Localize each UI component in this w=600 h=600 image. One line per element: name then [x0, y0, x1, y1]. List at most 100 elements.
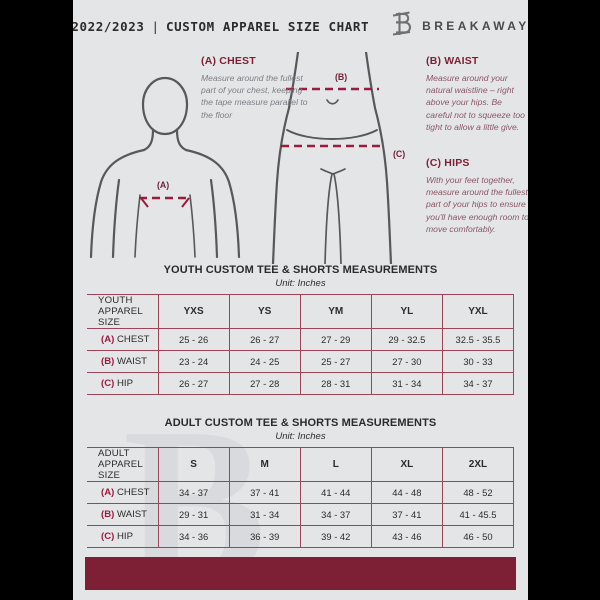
row-mark-c: (C) [101, 531, 115, 542]
row-mark-a: (A) [101, 487, 115, 498]
youth-waist-yxl: 30 - 33 [441, 350, 515, 373]
youth-row-label-hip: (C) HIP [87, 372, 159, 395]
youth-table-unit: Unit: Inches [275, 278, 326, 289]
adult-chest-m: 37 - 41 [228, 481, 301, 504]
youth-waist-yxs: 23 - 24 [157, 350, 230, 373]
adult-chest-s: 34 - 37 [157, 481, 230, 504]
row-name-chest: CHEST [114, 334, 150, 345]
youth-waist-yl: 27 - 30 [370, 350, 443, 373]
adult-header-row: ADULT APPAREL SIZE S M L XL 2XL [87, 447, 515, 482]
table-spacer [73, 395, 528, 417]
page-title: CUSTOM APPAREL SIZE CHART [166, 18, 370, 34]
hips-heading: (C) HIPS [426, 157, 470, 169]
adult-chest-2xl: 48 - 52 [441, 481, 515, 504]
youth-hip-yl: 31 - 34 [370, 372, 443, 395]
page-header: 2022/2023 | CUSTOM APPAREL SIZE CHART [73, 0, 528, 52]
row-mark-a: (A) [101, 334, 115, 345]
table-row: (B) WAIST 29 - 31 31 - 34 34 - 37 37 - 4… [87, 503, 515, 526]
youth-size-header-yxl: YXL [441, 294, 515, 329]
adult-hip-2xl: 46 - 50 [441, 525, 515, 548]
youth-chest-yxs: 25 - 26 [157, 328, 230, 351]
row-name-hip: HIP [114, 378, 133, 389]
row-name-waist: WAIST [114, 356, 148, 367]
hips-marker-label: (C) [393, 149, 406, 159]
youth-chest-ym: 27 - 29 [299, 328, 372, 351]
table-row: (C) HIP 34 - 36 36 - 39 39 - 42 43 - 46 … [87, 525, 515, 548]
hips-description: With your feet together, measure around … [426, 175, 528, 234]
waist-description-block: (B) WAIST Measure around your natural wa… [426, 55, 528, 133]
youth-header-row: YOUTH APPAREL SIZE YXS YS YM YL YXL [87, 294, 515, 329]
adult-hip-s: 34 - 36 [157, 525, 230, 548]
adult-waist-m: 31 - 34 [228, 503, 301, 526]
size-chart-page: B 2022/2023 | CUSTOM APPAREL SIZE CHART [73, 0, 528, 600]
youth-measurements-block: YOUTH CUSTOM TEE & SHORTS MEASUREMENTS U… [87, 264, 515, 395]
chest-marker-label: (A) [157, 180, 170, 190]
youth-size-header-ys: YS [228, 294, 301, 329]
youth-size-label: YOUTH APPAREL SIZE [87, 294, 159, 329]
row-name-chest: CHEST [114, 487, 150, 498]
waist-description: Measure around your natural waistline – … [426, 73, 525, 132]
adult-size-header-xl: XL [370, 447, 443, 482]
youth-chest-ys: 26 - 27 [228, 328, 301, 351]
youth-size-header-yl: YL [370, 294, 443, 329]
table-row: (B) WAIST 23 - 24 24 - 25 25 - 27 27 - 3… [87, 350, 515, 373]
chest-measure-line [139, 196, 191, 208]
adult-size-header-l: L [299, 447, 372, 482]
row-mark-b: (B) [101, 509, 115, 520]
youth-size-header-ym: YM [299, 294, 372, 329]
youth-chest-yl: 29 - 32.5 [370, 328, 443, 351]
youth-size-header-yxs: YXS [157, 294, 230, 329]
adult-row-label-waist: (B) WAIST [87, 503, 159, 526]
header-separator: | [151, 18, 159, 34]
table-row: (C) HIP 26 - 27 27 - 28 28 - 31 31 - 34 … [87, 372, 515, 395]
adult-size-header-m: M [228, 447, 301, 482]
adult-chest-l: 41 - 44 [299, 481, 372, 504]
waist-heading: (B) WAIST [426, 55, 479, 67]
adult-row-label-hip: (C) HIP [87, 525, 159, 548]
brand-name: BREAKAWAY [422, 19, 528, 33]
adult-size-header-s: S [157, 447, 230, 482]
youth-size-table: YOUTH APPAREL SIZE YXS YS YM YL YXL (A) … [87, 294, 515, 395]
youth-waist-ys: 24 - 25 [228, 350, 301, 373]
youth-row-label-chest: (A) CHEST [87, 328, 159, 351]
brand-lockup: BREAKAWAY [391, 10, 528, 42]
chest-description-block: (A) CHEST Measure around the fullest par… [201, 55, 309, 121]
youth-hip-yxs: 26 - 27 [157, 372, 230, 395]
chest-heading: (A) CHEST [201, 55, 256, 67]
youth-chest-yxl: 32.5 - 35.5 [441, 328, 515, 351]
adult-waist-xl: 37 - 41 [370, 503, 443, 526]
adult-waist-2xl: 41 - 45.5 [441, 503, 515, 526]
adult-measurements-block: ADULT CUSTOM TEE & SHORTS MEASUREMENTS U… [87, 417, 515, 548]
adult-hip-xl: 43 - 46 [370, 525, 443, 548]
youth-table-caption: YOUTH CUSTOM TEE & SHORTS MEASUREMENTS [163, 264, 438, 276]
breakaway-b-monogram-icon [391, 10, 413, 42]
adult-size-header-2xl: 2XL [441, 447, 515, 482]
youth-waist-ym: 25 - 27 [299, 350, 372, 373]
row-name-hip: HIP [114, 531, 133, 542]
footer-bar [85, 557, 516, 590]
row-name-waist: WAIST [114, 509, 148, 520]
adult-waist-s: 29 - 31 [157, 503, 230, 526]
youth-row-label-waist: (B) WAIST [87, 350, 159, 373]
body-figures-illustration [89, 52, 393, 264]
adult-hip-m: 36 - 39 [228, 525, 301, 548]
adult-table-caption: ADULT CUSTOM TEE & SHORTS MEASUREMENTS [164, 417, 437, 429]
chest-description: Measure around the fullest part of your … [201, 73, 308, 120]
season-label: 2022/2023 [73, 18, 145, 34]
adult-table-unit: Unit: Inches [275, 431, 326, 442]
youth-hip-yxl: 34 - 37 [441, 372, 515, 395]
row-mark-c: (C) [101, 378, 115, 389]
measurement-diagram: (A) (B) (C) (A) CHEST Measure around the… [83, 52, 528, 264]
waist-marker-label: (B) [335, 72, 348, 82]
table-row: (A) CHEST 25 - 26 26 - 27 27 - 29 29 - 3… [87, 328, 515, 351]
youth-hip-ys: 27 - 28 [228, 372, 301, 395]
table-row: (A) CHEST 34 - 37 37 - 41 41 - 44 44 - 4… [87, 481, 515, 504]
adult-size-label: ADULT APPAREL SIZE [87, 447, 159, 482]
adult-chest-xl: 44 - 48 [370, 481, 443, 504]
row-mark-b: (B) [101, 356, 115, 367]
youth-hip-ym: 28 - 31 [299, 372, 372, 395]
adult-waist-l: 34 - 37 [299, 503, 372, 526]
hips-description-block: (C) HIPS With your feet together, measur… [426, 157, 528, 235]
adult-hip-l: 39 - 42 [299, 525, 372, 548]
adult-size-table: ADULT APPAREL SIZE S M L XL 2XL (A) CHES… [87, 447, 515, 548]
